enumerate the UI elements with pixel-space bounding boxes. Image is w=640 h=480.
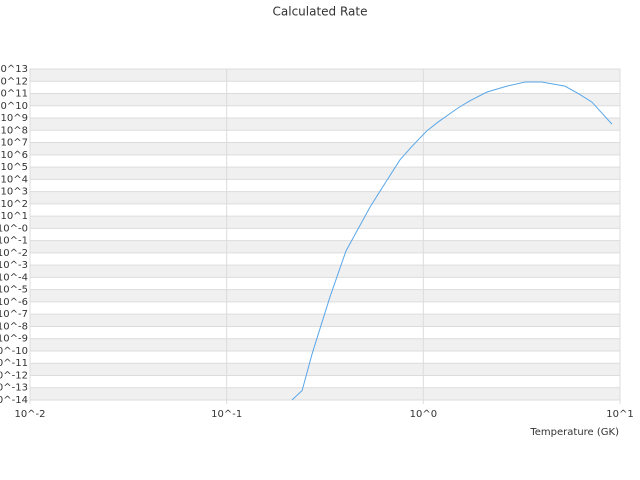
y-tick-label: 10^-13 <box>0 383 28 394</box>
y-tick-label: 10^-2 <box>0 248 28 259</box>
y-tick-label: 10^-6 <box>0 297 28 308</box>
y-tick-label: 10^-0 <box>0 223 28 234</box>
grid-band <box>30 265 620 278</box>
y-tick-label: 10^6 <box>1 150 28 161</box>
y-tick-label: 10^-3 <box>0 260 28 271</box>
y-tick-label: 10^8 <box>1 125 28 136</box>
y-tick-label: 10^10 <box>0 101 28 112</box>
grid-band <box>30 314 620 327</box>
y-tick-label: 10^13 <box>0 64 28 75</box>
grid-band <box>30 338 620 351</box>
y-tick-label: 10^5 <box>1 162 28 173</box>
grid-band <box>30 363 620 376</box>
chart-title: Calculated Rate <box>273 5 368 19</box>
plot-border <box>29 68 621 401</box>
y-tick-label: 10^4 <box>1 174 28 185</box>
grid-band <box>30 142 620 155</box>
y-tick-label: 10^-5 <box>0 285 28 296</box>
x-axis-title: Temperature (GK) <box>529 427 619 438</box>
grid-band <box>30 118 620 131</box>
y-tick-label: 10^-9 <box>0 334 28 345</box>
grid-band <box>30 167 620 180</box>
y-tick-label: 10^-12 <box>0 370 28 381</box>
y-tick-label: 10^11 <box>0 89 28 100</box>
y-tick-label: 10^-14 <box>0 395 28 406</box>
x-tick-label: 10^1 <box>606 409 633 420</box>
bands <box>30 69 620 400</box>
x-tick-label: 10^0 <box>410 409 437 420</box>
grid-band <box>30 240 620 253</box>
y-tick-label: 10^-4 <box>0 272 28 283</box>
y-tick-label: 10^7 <box>1 138 28 149</box>
grid-band <box>30 93 620 106</box>
y-tick-label: 10^12 <box>0 76 28 87</box>
grid-band <box>30 191 620 204</box>
x-tick-label: 10^-1 <box>211 409 242 420</box>
y-tick-label: 10^3 <box>1 187 28 198</box>
y-tick-label: 10^-10 <box>0 346 28 357</box>
x-tick-label: 10^-2 <box>14 409 45 420</box>
y-tick-label: 10^-1 <box>0 236 28 247</box>
y-tick-label: 10^1 <box>1 211 28 222</box>
grid-band <box>30 216 620 229</box>
data-line <box>291 81 613 400</box>
y-tick-label: 10^-11 <box>0 358 28 369</box>
grid-band <box>30 289 620 302</box>
y-tick-label: 10^-8 <box>0 321 28 332</box>
y-tick-label: 10^9 <box>1 113 28 124</box>
grid-band <box>30 387 620 400</box>
grid-band <box>30 69 620 82</box>
y-tick-label: 10^2 <box>1 199 28 210</box>
y-tick-label: 10^-7 <box>0 309 28 320</box>
